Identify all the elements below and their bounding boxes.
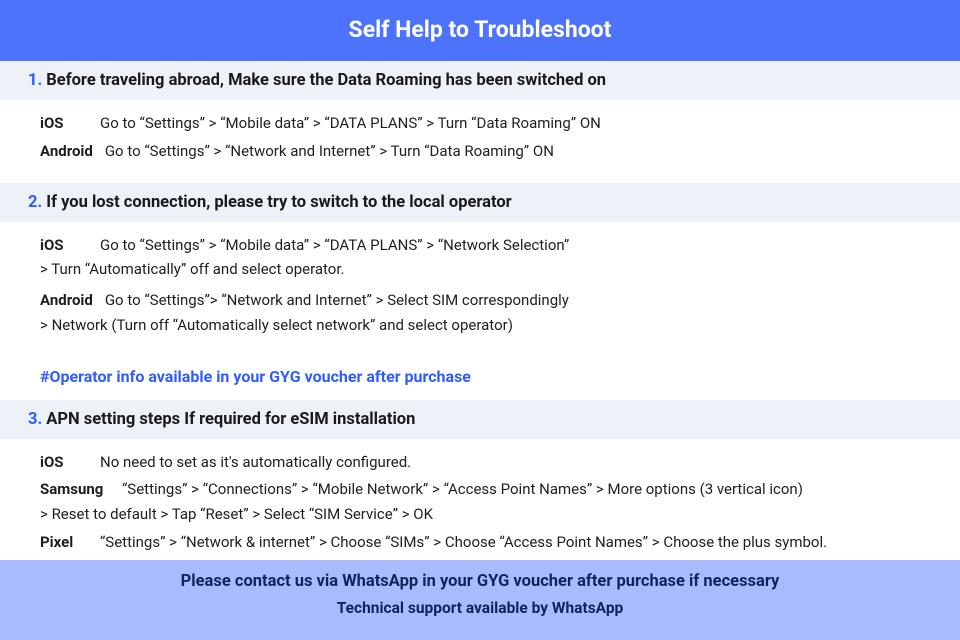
instruction-cont: > Network (Turn off “Automatically selec…	[40, 313, 920, 338]
section-2-row-android: Android Go to “Settings”> “Network and In…	[40, 288, 920, 338]
instruction-text: “Settings” > “Connections” > “Mobile Net…	[122, 480, 803, 498]
page-title: Self Help to Troubleshoot	[349, 16, 612, 43]
section-3-title-bold: APN setting steps If required for eSIM i…	[46, 410, 415, 429]
section-3-row-pixel: Pixel “Settings” > “Network & internet” >…	[40, 530, 920, 555]
os-label: iOS	[40, 111, 88, 136]
section-3-num: 3.	[28, 410, 42, 429]
section-1-title-rest: Make sure the Data Roaming has been swit…	[224, 71, 606, 90]
section-1-body: iOS Go to “Settings” > “Mobile data” > “D…	[0, 100, 960, 183]
instruction-text: Go to “Settings” > “Network and Internet…	[105, 142, 554, 160]
instruction-text: Go to “Settings” > “Mobile data” > “DATA…	[100, 114, 601, 132]
instruction-text: No need to set as it's automatically con…	[100, 453, 411, 471]
section-2-title-bold: If you lost connection, please try to sw…	[46, 193, 511, 212]
section-1-num: 1.	[28, 71, 42, 90]
os-label: Pixel	[40, 530, 88, 555]
section-3-row-ios: iOS No need to set as it's automatically …	[40, 450, 920, 475]
section-1-title-bold: Before traveling abroad,	[46, 71, 224, 90]
section-3-body: iOS No need to set as it's automatically …	[0, 439, 960, 574]
os-label: Android	[40, 288, 93, 313]
footer-line2: Technical support available by WhatsApp	[0, 599, 960, 617]
section-2-body: iOS Go to “Settings” > “Mobile data” > “D…	[0, 222, 960, 357]
section-1-row-ios: iOS Go to “Settings” > “Mobile data” > “D…	[40, 111, 920, 136]
os-label: iOS	[40, 450, 88, 475]
instruction-cont: > Turn “Automatically” off and select op…	[40, 257, 920, 282]
instruction-text: Go to “Settings”> “Network and Internet”…	[105, 291, 569, 309]
instruction-text: Go to “Settings” > “Mobile data” > “DATA…	[100, 236, 569, 254]
instruction-text: “Settings” > “Network & internet” > Choo…	[100, 533, 827, 551]
os-label: Samsung	[40, 477, 110, 502]
section-3-row-samsung: Samsung “Settings” > “Connections” > “Mob…	[40, 477, 920, 527]
os-label: Android	[40, 139, 93, 164]
section-1-row-android: Android Go to “Settings” > “Network and I…	[40, 139, 920, 164]
section-2-row-ios: iOS Go to “Settings” > “Mobile data” > “D…	[40, 233, 920, 283]
section-1-head: 1.Before traveling abroad, Make sure the…	[0, 61, 960, 100]
section-3-head: 3.APN setting steps If required for eSIM…	[0, 400, 960, 439]
operator-note: #Operator info available in your GYG vou…	[0, 357, 960, 400]
section-2-num: 2.	[28, 193, 42, 212]
instruction-cont: > Reset to default > Tap “Reset” > Selec…	[40, 502, 920, 527]
page-header: Self Help to Troubleshoot	[0, 0, 960, 61]
footer-line1: Please contact us via WhatsApp in your G…	[0, 572, 960, 591]
os-label: iOS	[40, 233, 88, 258]
section-2-head: 2.If you lost connection, please try to …	[0, 183, 960, 222]
page-footer: Please contact us via WhatsApp in your G…	[0, 560, 960, 640]
